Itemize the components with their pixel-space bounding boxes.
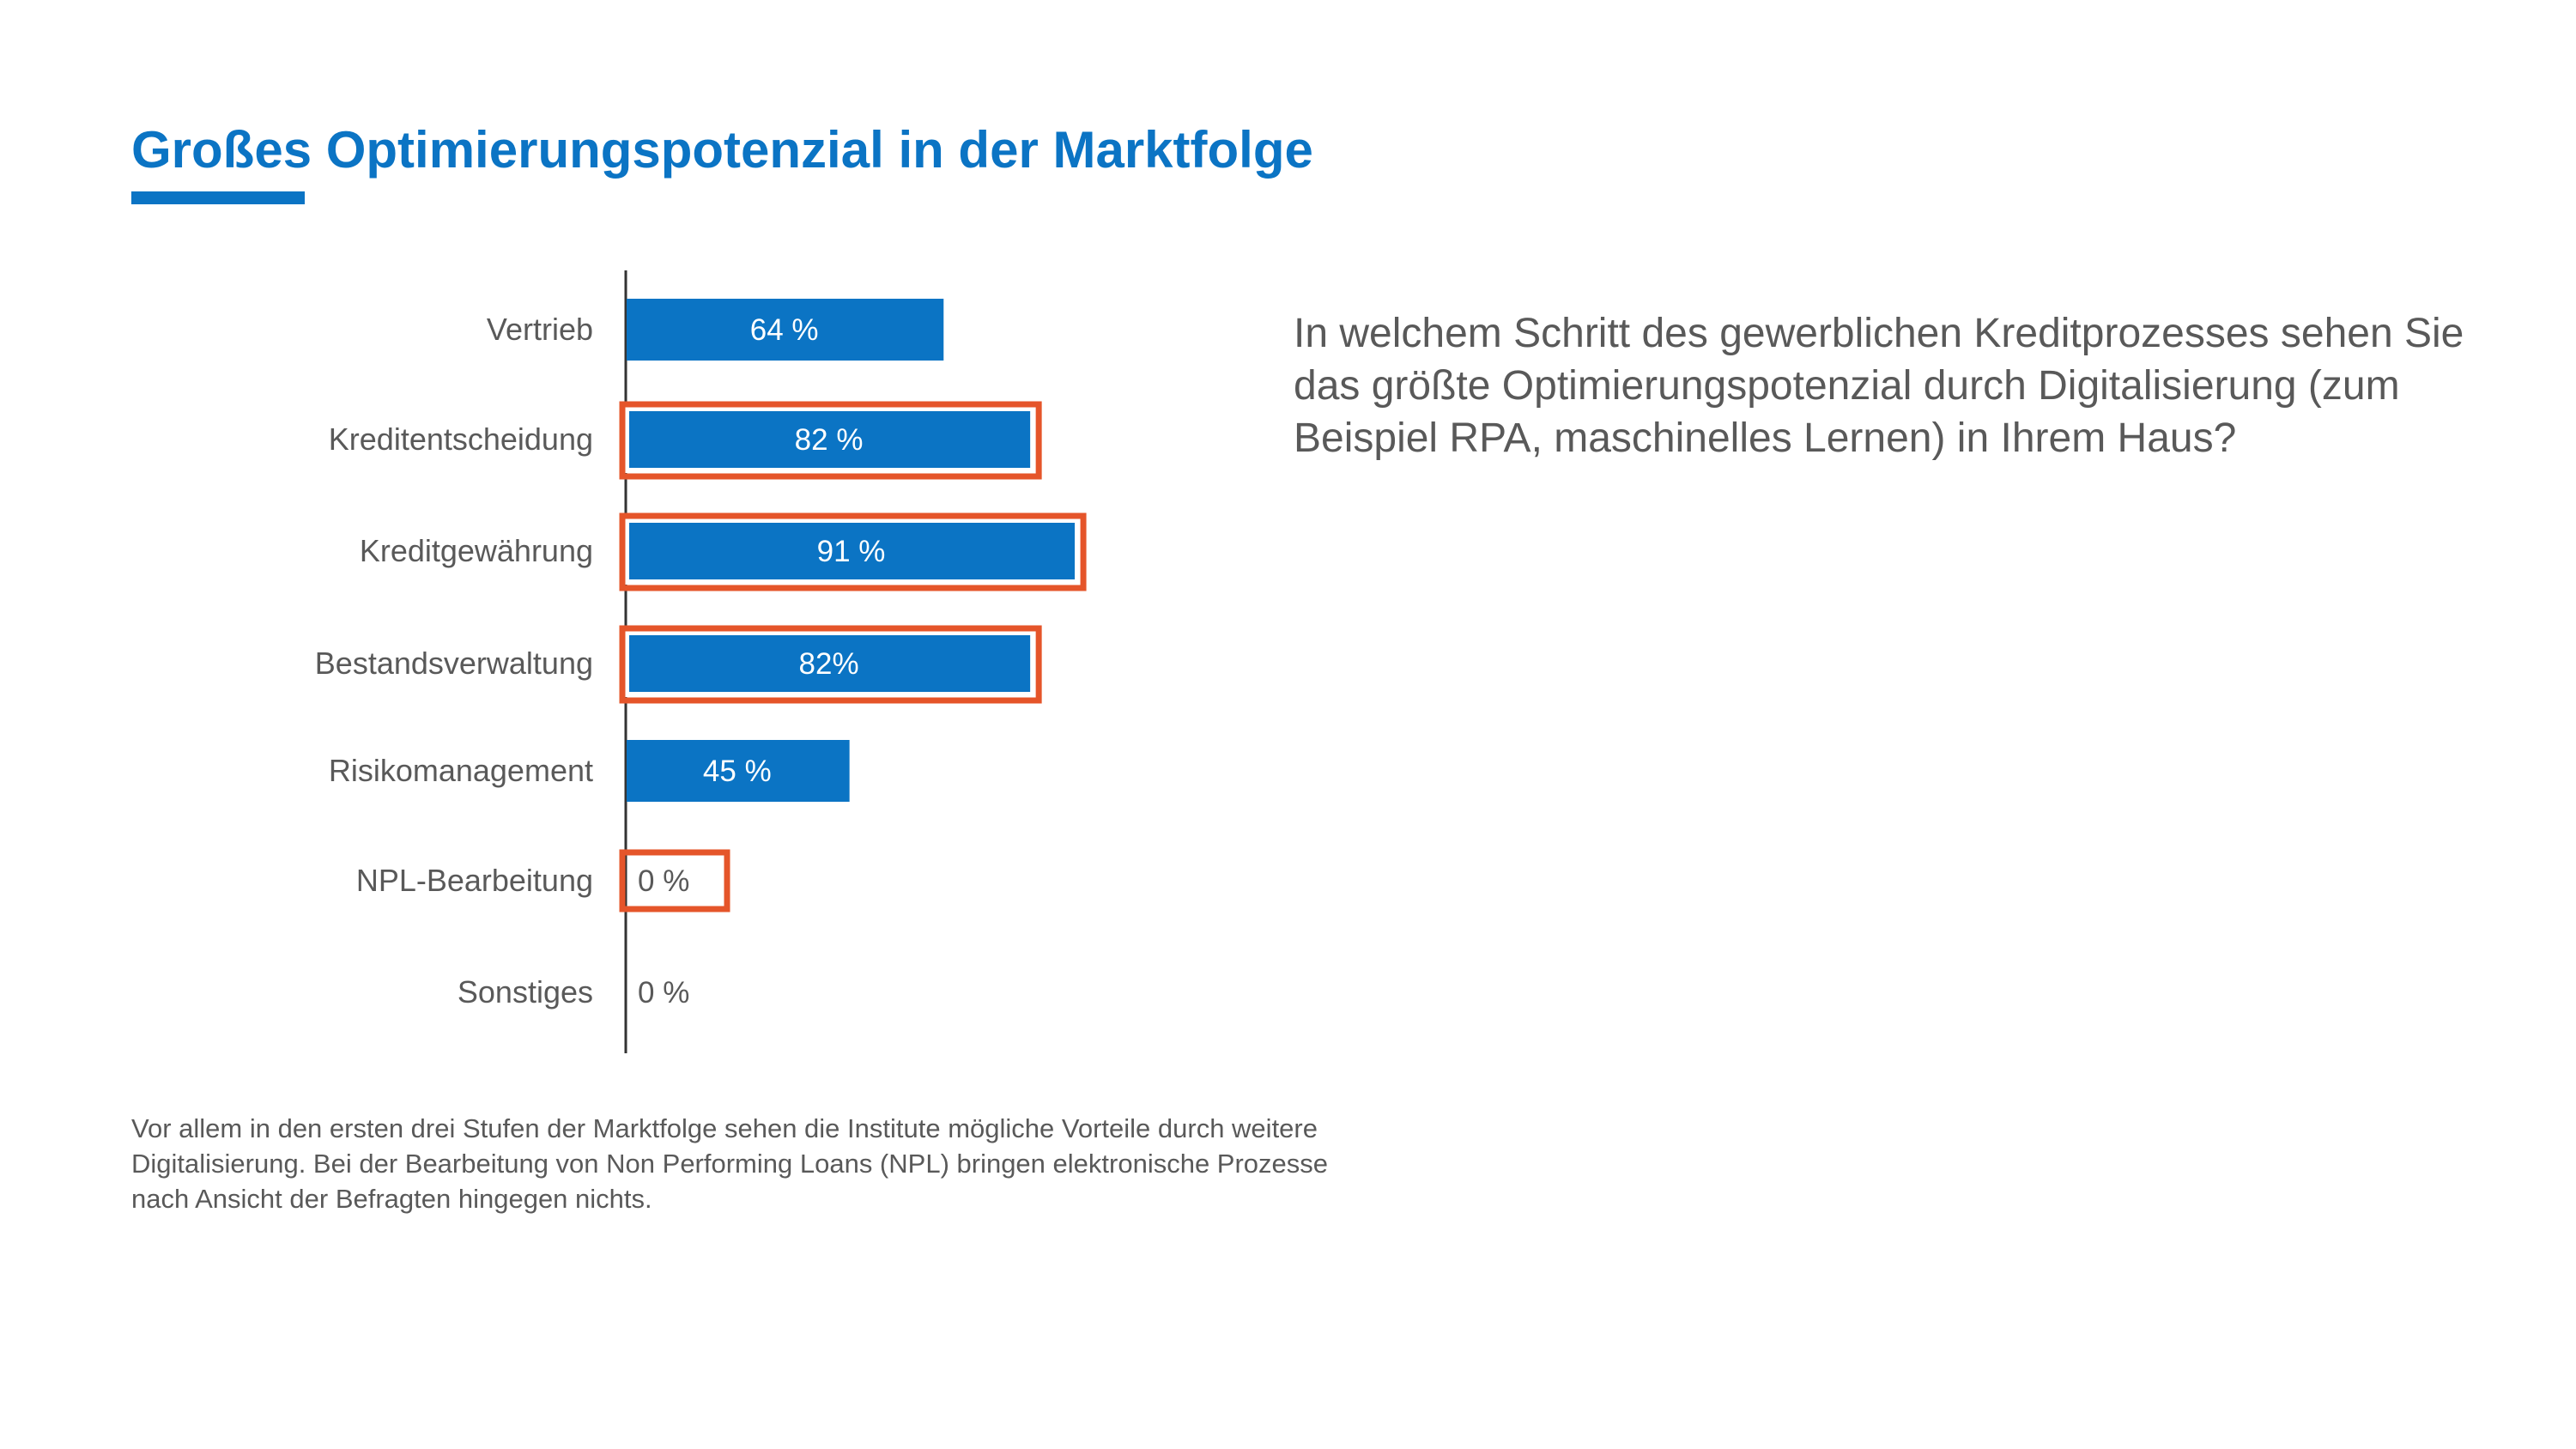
page-title: Großes Optimierungspotenzial in der Mark…: [131, 121, 1313, 179]
category-label: NPL-Bearbeitung: [356, 863, 593, 898]
value-label: 82 %: [795, 423, 864, 457]
highlight-frame: [619, 401, 1042, 480]
category-label: Kreditgewährung: [360, 533, 593, 568]
highlight-frame: [619, 625, 1042, 704]
category-label: Vertrieb: [487, 312, 593, 347]
highlight-frame: [619, 512, 1087, 591]
bar: [627, 740, 850, 802]
category-label: Kreditentscheidung: [329, 421, 593, 457]
value-label: 82%: [799, 647, 859, 681]
title-underline: [131, 191, 305, 204]
bar: [627, 520, 1078, 582]
bar-inner-outline: [624, 518, 1081, 585]
bar-inner-outline: [624, 406, 1036, 473]
survey-question: In welchem Schritt des gewerblichen Kred…: [1294, 311, 2464, 461]
category-label: Bestandsverwaltung: [315, 646, 593, 681]
bar: [627, 409, 1033, 470]
footnote: Vor allem in den ersten drei Stufen der …: [131, 1113, 1329, 1214]
category-label: Risikomanagement: [329, 753, 593, 788]
value-label: 91 %: [817, 535, 886, 568]
highlight-frame: [619, 849, 730, 912]
value-label: 45 %: [703, 755, 772, 788]
category-label: Sonstiges: [458, 974, 593, 1009]
bar-inner-outline: [624, 630, 1036, 697]
value-label: 64 %: [750, 313, 819, 347]
value-label: 0 %: [638, 864, 689, 898]
value-label: 0 %: [638, 976, 689, 1009]
bar: [627, 299, 944, 361]
bar: [627, 633, 1033, 694]
